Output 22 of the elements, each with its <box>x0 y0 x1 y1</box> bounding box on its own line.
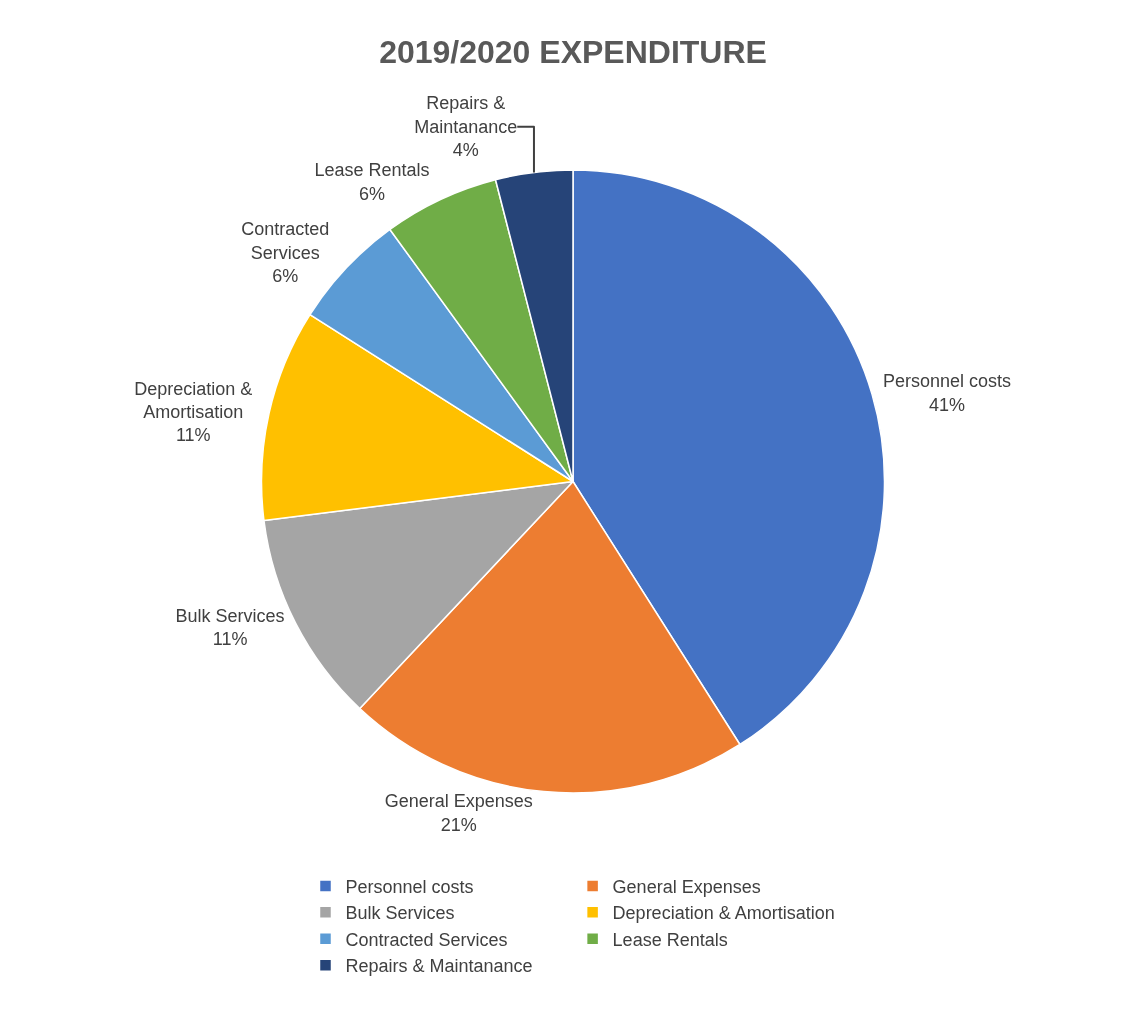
slice-label: Repairs & Maintanance <box>414 93 518 137</box>
legend-label: Contracted Services <box>345 929 508 950</box>
legend-label: Bulk Services <box>345 903 455 924</box>
data-label: 21% <box>440 814 477 835</box>
slice-label: Personnel costs <box>882 371 1012 392</box>
data-label: 6% <box>358 183 385 204</box>
legend-label: Repairs & Maintanance <box>345 956 533 977</box>
slice-label: Bulk Services <box>175 605 285 626</box>
legend-label: Depreciation & Amortisation <box>612 903 835 924</box>
data-label: 41% <box>929 394 966 415</box>
chart-title: 2019/2020 EXPENDITURE <box>379 34 767 71</box>
legend-label: General Expenses <box>612 876 761 897</box>
data-label: 11% <box>175 425 211 446</box>
data-label: 4% <box>452 140 479 161</box>
slice-label: Contracted Services <box>241 219 330 263</box>
data-label: 6% <box>272 266 299 287</box>
slice-label: Depreciation & Amortisation <box>134 378 253 422</box>
legend-label: Lease Rentals <box>612 929 728 950</box>
slice-label: General Expenses <box>384 791 533 812</box>
slice-label: Lease Rentals <box>314 160 430 181</box>
data-label: 11% <box>212 629 248 650</box>
legend-label: Personnel costs <box>345 876 474 897</box>
